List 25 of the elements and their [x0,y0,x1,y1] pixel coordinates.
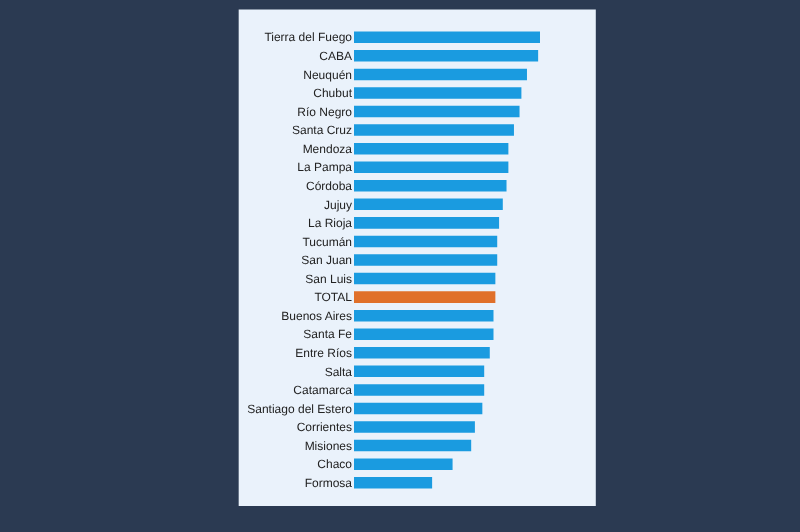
bar [354,124,514,136]
bar [354,365,485,378]
bar [354,384,485,396]
bar [354,421,475,433]
bar [354,328,494,340]
bar [354,309,494,322]
bar [354,180,507,192]
bar [354,50,539,62]
bar [354,476,433,489]
bar [354,161,509,173]
bar [354,68,527,81]
bar [354,254,498,266]
bar [354,87,522,99]
bar [354,142,509,155]
bar [354,439,472,452]
bar [354,198,503,211]
bar [354,105,520,118]
bar [354,291,496,303]
bar [354,402,483,415]
bar [354,217,500,229]
bar [354,235,498,248]
bar [354,458,453,470]
bar [354,272,496,285]
bar [354,31,540,44]
bar [354,347,490,359]
